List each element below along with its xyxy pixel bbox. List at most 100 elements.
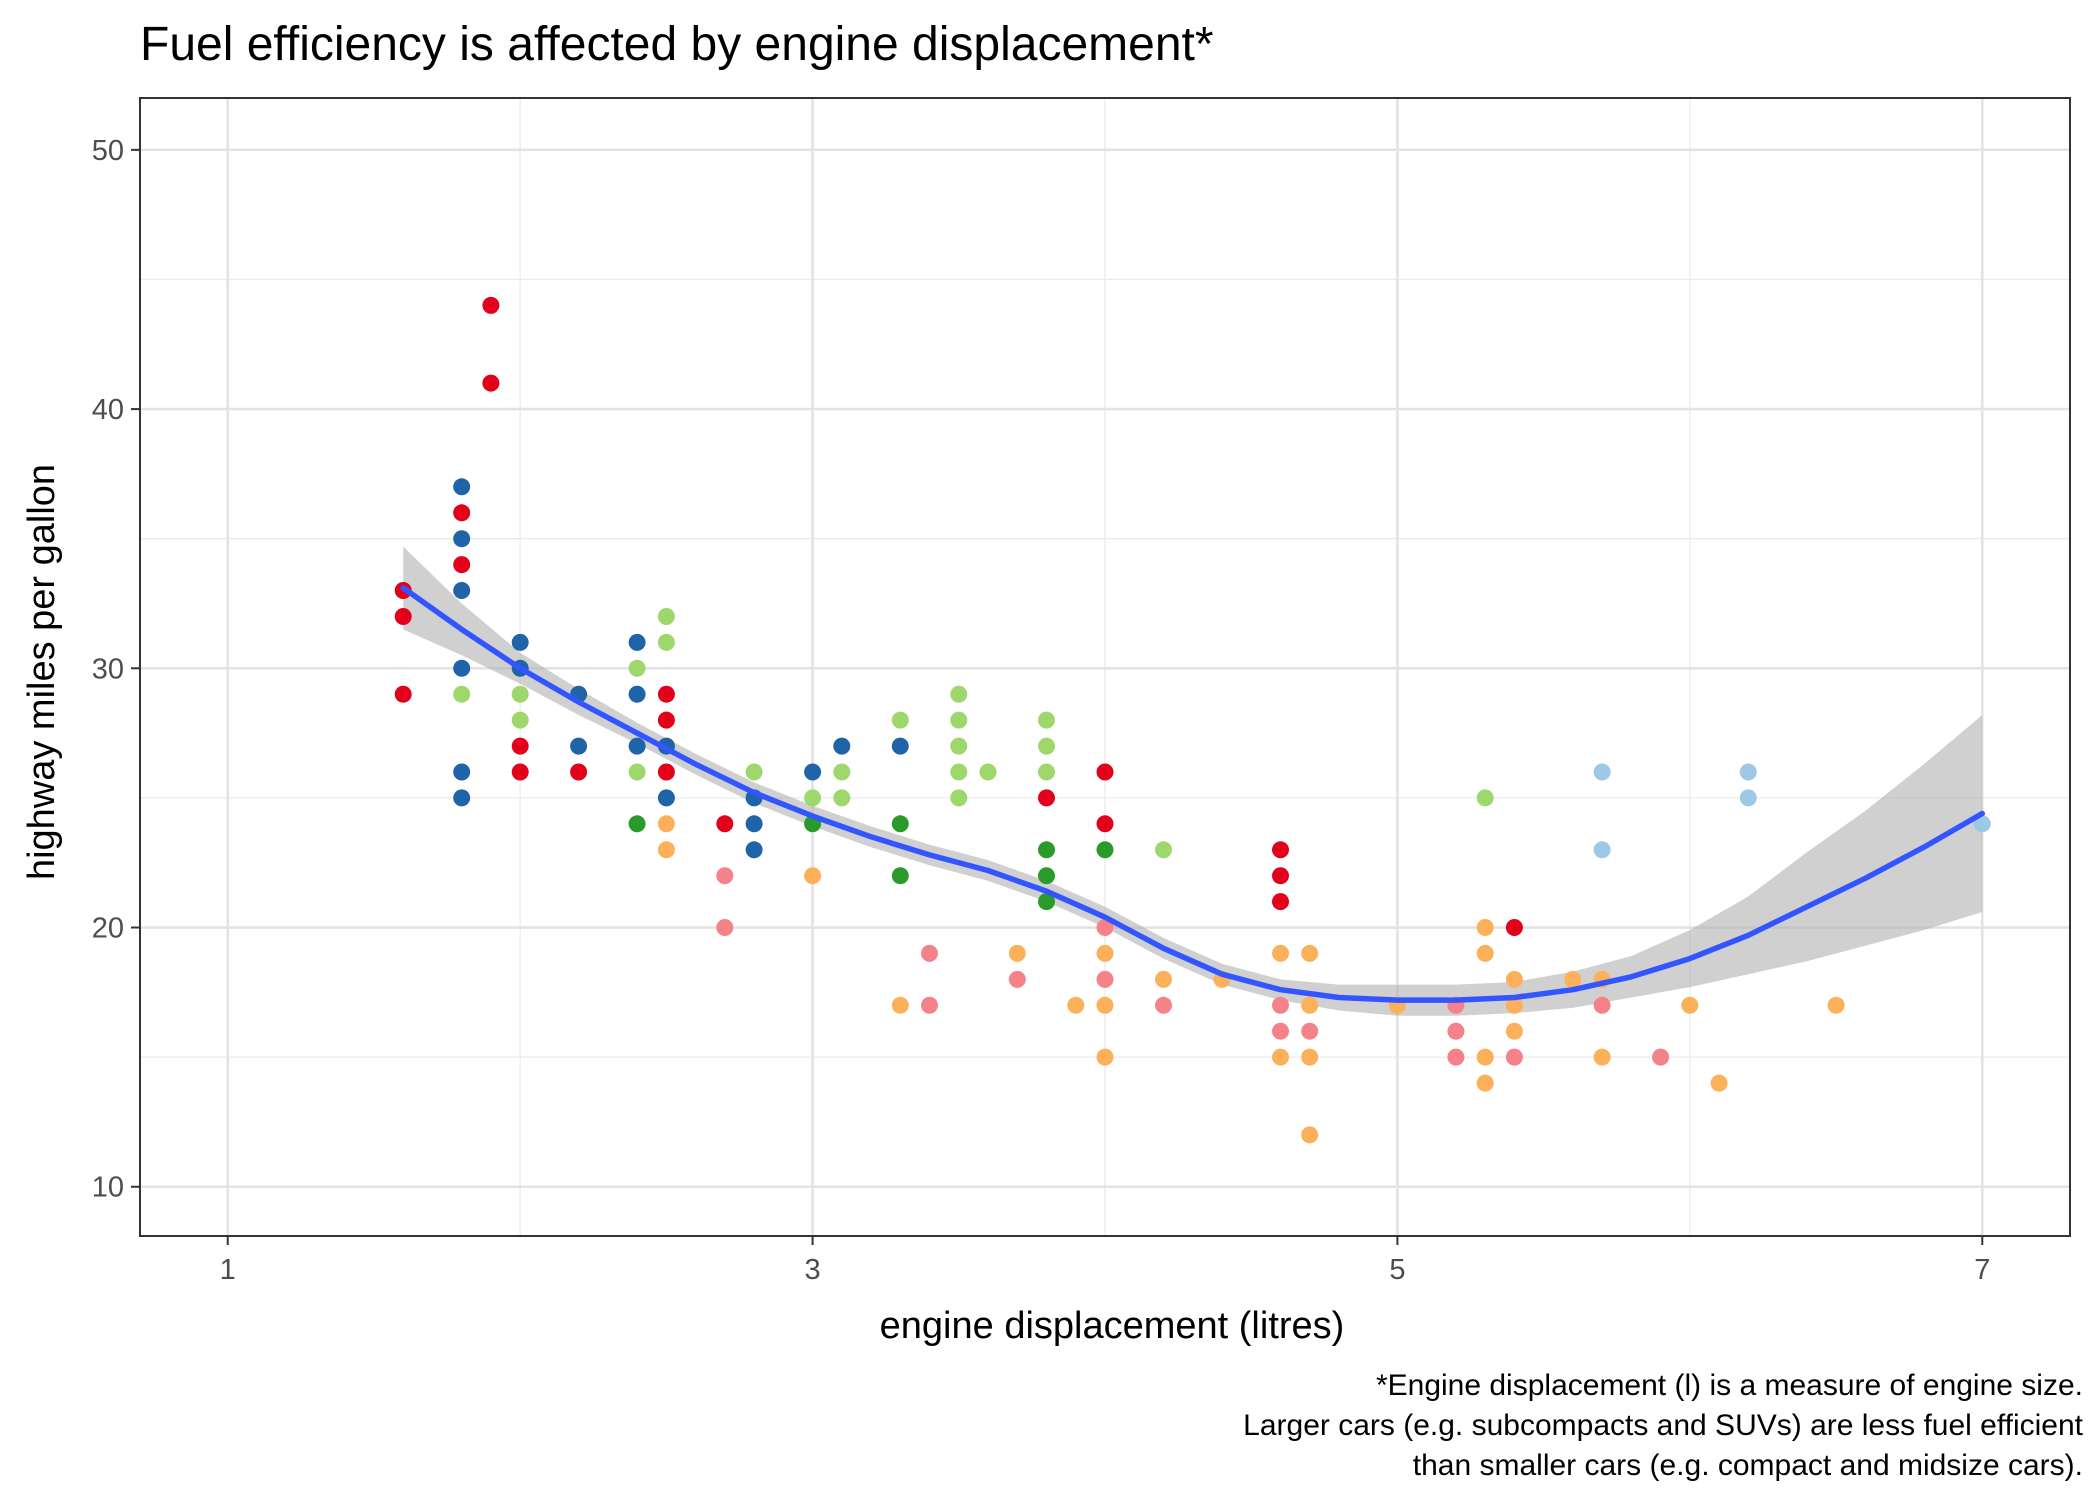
data-point: [950, 685, 968, 703]
data-point: [1301, 1048, 1319, 1066]
data-point: [804, 763, 822, 781]
data-point: [1564, 970, 1582, 988]
y-tick-label: 50: [92, 135, 124, 167]
confidence-band: [403, 546, 1983, 1016]
data-point: [628, 659, 646, 677]
data-point: [1505, 996, 1523, 1014]
data-point: [1272, 1048, 1289, 1066]
data-point: [1096, 841, 1114, 859]
data-point: [1593, 841, 1611, 859]
data-point: [1681, 996, 1699, 1014]
data-point: [1008, 970, 1026, 988]
data-point: [570, 737, 588, 755]
data-point: [657, 815, 675, 833]
data-point: [1652, 1048, 1670, 1066]
data-point: [453, 659, 471, 677]
data-point: [657, 711, 675, 729]
data-point: [1272, 893, 1289, 911]
y-axis-label: highway miles per gallon: [21, 464, 63, 880]
data-point: [891, 996, 909, 1014]
data-point: [628, 763, 646, 781]
data-point: [511, 763, 529, 781]
data-point: [950, 711, 968, 729]
data-point: [1038, 841, 1055, 859]
data-point: [1447, 1048, 1465, 1066]
data-point: [1272, 841, 1289, 859]
data-point: [1038, 789, 1055, 807]
data-point: [716, 867, 734, 885]
data-point: [1476, 1074, 1494, 1092]
y-tick-label: 30: [92, 653, 124, 685]
data-point: [1827, 996, 1845, 1014]
data-point: [716, 919, 734, 936]
data-point: [453, 530, 471, 548]
data-point: [628, 815, 646, 833]
data-point: [921, 944, 938, 962]
data-point: [979, 763, 997, 781]
grid: [140, 98, 2070, 1236]
data-point: [1155, 970, 1172, 988]
data-point: [745, 815, 763, 833]
data-point: [1038, 893, 1055, 911]
data-point: [1272, 1022, 1289, 1040]
data-point: [511, 633, 529, 651]
data-point: [1476, 789, 1494, 807]
plot-panel-border: [139, 97, 2071, 1237]
data-point: [1038, 737, 1055, 755]
data-point: [511, 685, 529, 703]
data-point: [482, 296, 500, 314]
data-point: [891, 737, 909, 755]
caption-line-2: Larger cars (e.g. subcompacts and SUVs) …: [1243, 1409, 2084, 1442]
data-point: [657, 763, 675, 781]
x-tick-label: 3: [805, 1254, 821, 1286]
y-tick-label: 20: [92, 913, 124, 945]
data-point: [657, 789, 675, 807]
data-point: [453, 478, 471, 496]
data-point: [745, 841, 763, 859]
data-point: [833, 763, 851, 781]
x-axis-label: engine displacement (litres): [880, 1305, 1345, 1347]
y-axis-ticks: 10 20 30 40 50: [92, 135, 140, 1204]
data-point: [394, 685, 412, 703]
data-point: [716, 815, 734, 833]
data-point: [891, 711, 909, 729]
data-point: [1593, 763, 1611, 781]
data-point: [921, 996, 938, 1014]
data-point: [570, 763, 588, 781]
data-point: [1739, 763, 1757, 781]
caption-line-3: than smaller cars (e.g. compact and mids…: [1413, 1449, 2083, 1482]
data-point: [1505, 1048, 1523, 1066]
points-layer: [394, 296, 1991, 1144]
data-point: [1593, 1048, 1611, 1066]
data-point: [453, 582, 471, 599]
x-tick-label: 1: [220, 1254, 236, 1286]
data-point: [745, 763, 763, 781]
data-point: [891, 815, 909, 833]
data-point: [1038, 763, 1055, 781]
data-point: [1096, 763, 1114, 781]
data-point: [1067, 996, 1085, 1014]
y-tick-label: 10: [92, 1172, 124, 1204]
data-point: [482, 374, 500, 392]
data-point: [628, 633, 646, 651]
data-point: [511, 737, 529, 755]
data-point: [1593, 996, 1611, 1014]
data-point: [804, 789, 822, 807]
data-point: [1973, 815, 1991, 833]
data-point: [1476, 944, 1494, 962]
chart-title: Fuel efficiency is affected by engine di…: [140, 18, 1214, 71]
data-point: [1038, 867, 1055, 885]
x-tick-label: 7: [1974, 1254, 1990, 1286]
data-point: [1096, 1048, 1114, 1066]
data-point: [1272, 944, 1289, 962]
data-point: [1272, 867, 1289, 885]
data-point: [657, 633, 675, 651]
y-tick-label: 40: [92, 394, 124, 426]
data-point: [804, 867, 822, 885]
data-point: [1008, 944, 1026, 962]
data-point: [453, 685, 471, 703]
data-point: [1096, 970, 1114, 988]
data-point: [1505, 919, 1523, 936]
data-point: [657, 608, 675, 625]
data-point: [1272, 996, 1289, 1014]
